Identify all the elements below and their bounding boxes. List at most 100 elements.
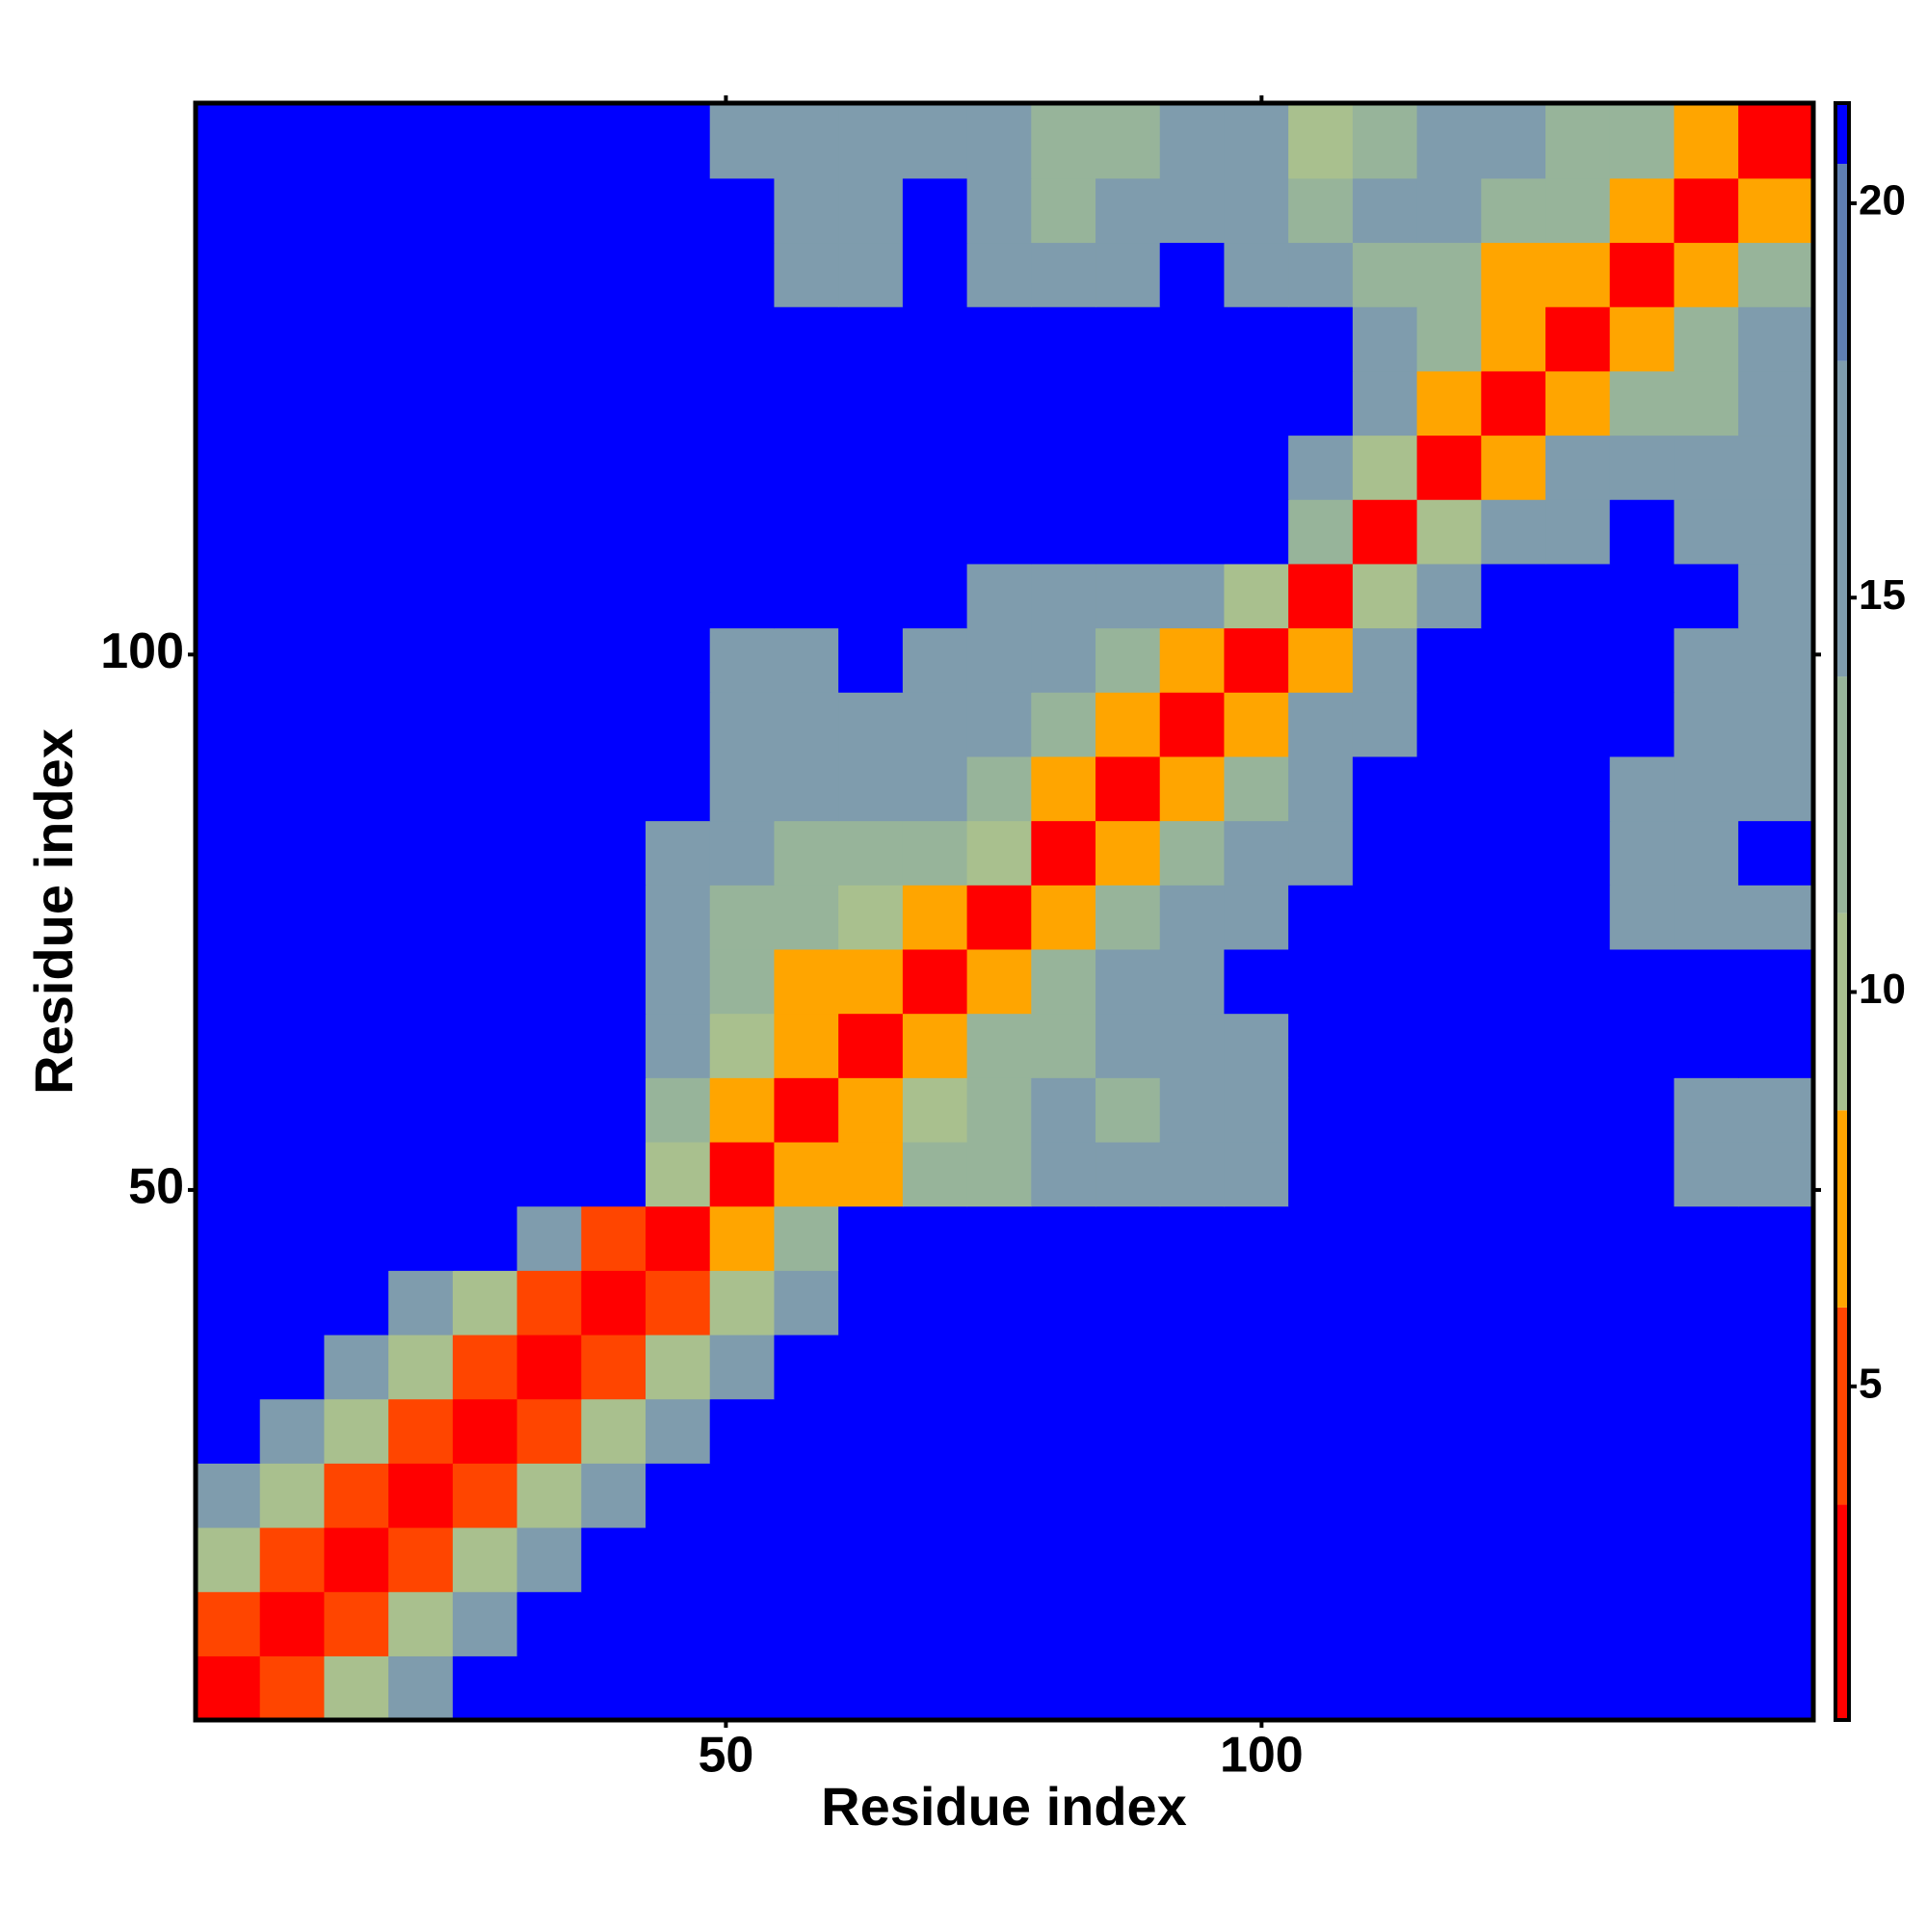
heatmap-cell — [259, 885, 326, 950]
heatmap-cell — [196, 692, 261, 757]
heatmap-cell — [1224, 1334, 1289, 1400]
heatmap-cell — [838, 627, 904, 693]
heatmap-cell — [1481, 627, 1546, 693]
heatmap-cell — [259, 948, 326, 1015]
heatmap-cell — [1031, 306, 1096, 372]
heatmap-cell — [452, 755, 518, 822]
heatmap-cell — [324, 1205, 389, 1271]
colorbar-band — [1835, 103, 1849, 165]
heatmap-cell — [1159, 306, 1226, 372]
heatmap-cell — [1224, 692, 1289, 757]
heatmap-cell — [452, 563, 518, 629]
heatmap-cell — [1031, 242, 1096, 307]
heatmap-cell — [1352, 1334, 1418, 1400]
heatmap-cell — [324, 820, 389, 886]
heatmap-cell — [1674, 627, 1739, 693]
heatmap-cell — [709, 627, 776, 693]
heatmap-cell — [516, 1526, 582, 1593]
heatmap-cell — [709, 1655, 776, 1721]
heatmap-cell — [1095, 1270, 1161, 1336]
heatmap-cell — [1095, 1655, 1161, 1721]
heatmap-cell — [1609, 1398, 1676, 1464]
heatmap-cell — [324, 1270, 389, 1336]
heatmap-cell — [838, 755, 904, 822]
heatmap-cell — [259, 103, 326, 179]
heatmap-cell — [1031, 1526, 1096, 1593]
heatmap-cell — [1095, 563, 1161, 629]
heatmap-cell — [581, 755, 647, 822]
heatmap-cell — [646, 1526, 711, 1593]
heatmap-cell — [1031, 885, 1096, 950]
heatmap-cell — [1481, 692, 1546, 757]
heatmap-cell — [516, 948, 582, 1015]
heatmap-cell — [1224, 370, 1289, 437]
heatmap-cell — [1224, 948, 1289, 1015]
heatmap-cell — [196, 370, 261, 437]
heatmap-cell — [838, 1591, 904, 1656]
heatmap-cell — [581, 1526, 647, 1593]
heatmap-cell — [1095, 755, 1161, 822]
heatmap-cell — [324, 692, 389, 757]
heatmap-cell — [709, 1013, 776, 1078]
heatmap-cell — [324, 948, 389, 1015]
heatmap-cell — [1738, 370, 1814, 437]
heatmap-cell — [516, 1013, 582, 1078]
heatmap-cell — [1674, 755, 1739, 822]
heatmap-cell — [259, 499, 326, 565]
heatmap-cell — [1416, 242, 1482, 307]
heatmap-cell — [259, 1013, 326, 1078]
heatmap-cell — [196, 948, 261, 1015]
heatmap-cell — [1031, 1334, 1096, 1400]
heatmap-cell — [388, 1398, 454, 1464]
heatmap-cell — [646, 1463, 711, 1528]
heatmap-cell — [966, 1655, 1032, 1721]
heatmap-cell — [1031, 370, 1096, 437]
heatmap-cell — [388, 1205, 454, 1271]
heatmap-cell — [709, 1141, 776, 1207]
heatmap-cell — [646, 1013, 711, 1078]
heatmap-cell — [1674, 103, 1739, 179]
heatmap-cell — [1031, 1013, 1096, 1078]
heatmap-cell — [838, 499, 904, 565]
heatmap-cell — [1738, 820, 1814, 886]
heatmap-cell — [1738, 1334, 1814, 1400]
heatmap-cell — [902, 1526, 968, 1593]
heatmap-cell — [1031, 627, 1096, 693]
heatmap-cell — [709, 1398, 776, 1464]
heatmap-cell — [1609, 1591, 1676, 1656]
heatmap-cell — [581, 820, 647, 886]
heatmap-cell — [516, 435, 582, 500]
heatmap-cell — [709, 1334, 776, 1400]
heatmap-cell — [1224, 306, 1289, 372]
heatmap-cell — [966, 885, 1032, 950]
heatmap-cell — [1095, 370, 1161, 437]
heatmap-cell — [774, 1334, 839, 1400]
heatmap-cell — [838, 1205, 904, 1271]
heatmap-cell — [516, 692, 582, 757]
heatmap-cell — [1288, 1655, 1354, 1721]
heatmap-cell — [902, 820, 968, 886]
heatmap-cell — [581, 1013, 647, 1078]
heatmap-cell — [709, 948, 776, 1015]
heatmap-cell — [1545, 1655, 1611, 1721]
heatmap-cell — [1095, 1205, 1161, 1271]
heatmap-cell — [324, 627, 389, 693]
heatmap-cell — [452, 177, 518, 244]
heatmap-cell — [902, 885, 968, 950]
heatmap-cell — [1674, 435, 1739, 500]
heatmap-cell — [1738, 1655, 1814, 1721]
heatmap-cell — [1224, 755, 1289, 822]
heatmap-cell — [1095, 306, 1161, 372]
heatmap-cell — [1224, 1526, 1289, 1593]
heatmap-cell — [1031, 499, 1096, 565]
heatmap-cell — [902, 1463, 968, 1528]
heatmap-cell — [774, 1526, 839, 1593]
heatmap-cell — [774, 1463, 839, 1528]
heatmap-cell — [1159, 370, 1226, 437]
colorbar-band — [1835, 676, 1849, 913]
heatmap-cell — [774, 370, 839, 437]
heatmap-cell — [1609, 499, 1676, 565]
heatmap-cell — [516, 1205, 582, 1271]
heatmap-cell — [1352, 1205, 1418, 1271]
heatmap-cell — [388, 1591, 454, 1656]
